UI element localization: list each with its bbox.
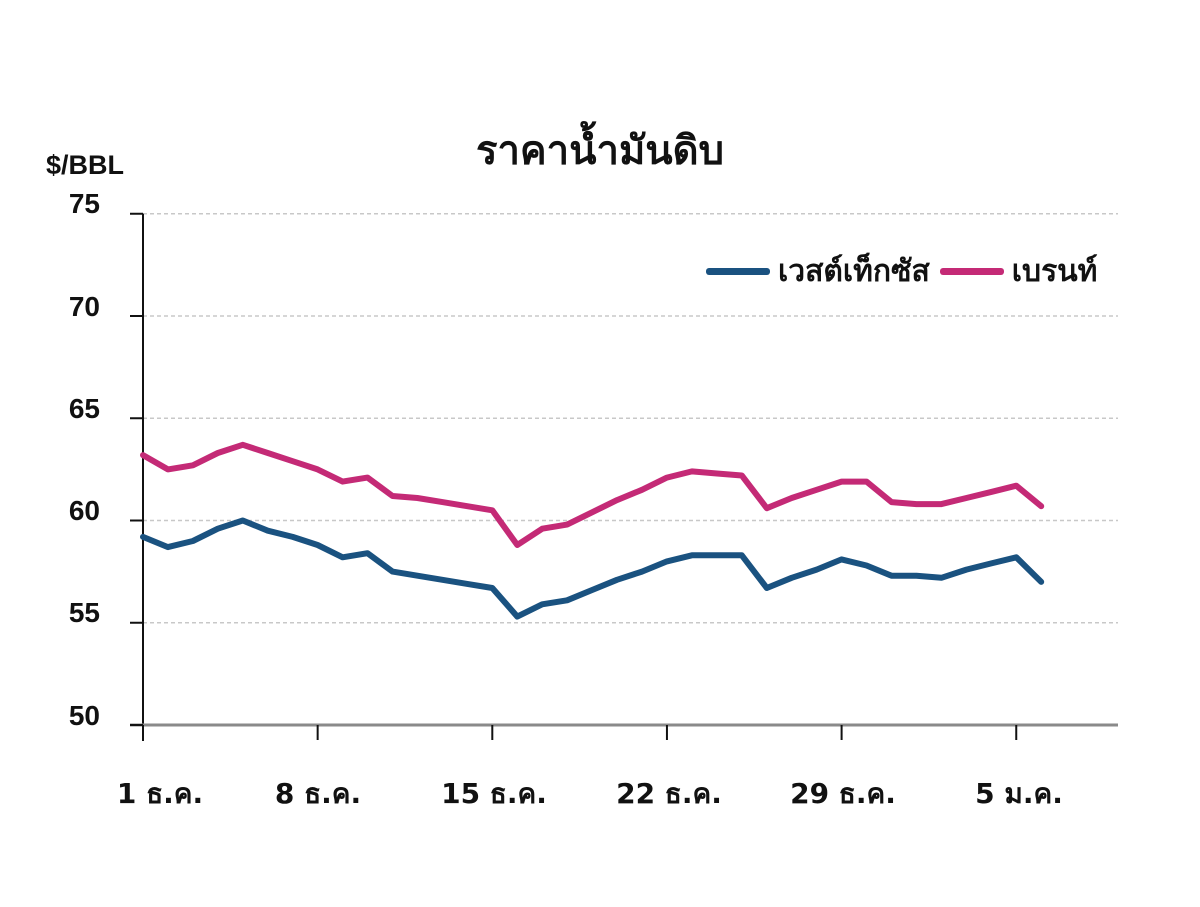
x-tick-label: 1 ธ.ค. — [116, 777, 204, 810]
legend-swatch-wti — [706, 268, 770, 275]
legend-label-brent: เบรนท์ — [1011, 254, 1098, 289]
legend: เวสต์เท็กซัส เบรนท์ — [706, 248, 1097, 295]
x-tick-label: 22 ธ.ค. — [616, 777, 722, 810]
y-tick-75: 75 — [68, 188, 100, 219]
y-tick-65: 65 — [68, 393, 100, 424]
legend-swatch-brent — [939, 268, 1004, 275]
series-line-brent — [140, 441, 1045, 548]
x-tick-label: 5 ม.ค. — [975, 777, 1063, 810]
axes — [130, 212, 1118, 741]
chart-title: ราคาน้ำมันดิบ — [475, 128, 725, 174]
y-tick-60: 60 — [68, 495, 100, 526]
x-tick-label: 8 ธ.ค. — [274, 777, 362, 810]
y-axis-label: $/BBL — [46, 150, 125, 180]
x-tick-label: 29 ธ.ค. — [790, 777, 896, 810]
y-tick-70: 70 — [68, 291, 100, 322]
legend-item-wti: เวสต์เท็กซัส — [706, 248, 930, 295]
series-lines — [140, 441, 1045, 620]
y-tick-50: 50 — [68, 700, 100, 731]
legend-item-brent: เบรนท์ — [939, 248, 1098, 295]
legend-label-wti: เวสต์เท็กซัส — [778, 254, 930, 289]
y-tick-55: 55 — [68, 597, 100, 628]
x-tick-label: 15 ธ.ค. — [441, 777, 547, 810]
series-line-wti — [140, 517, 1045, 620]
gridlines — [143, 213, 1118, 624]
